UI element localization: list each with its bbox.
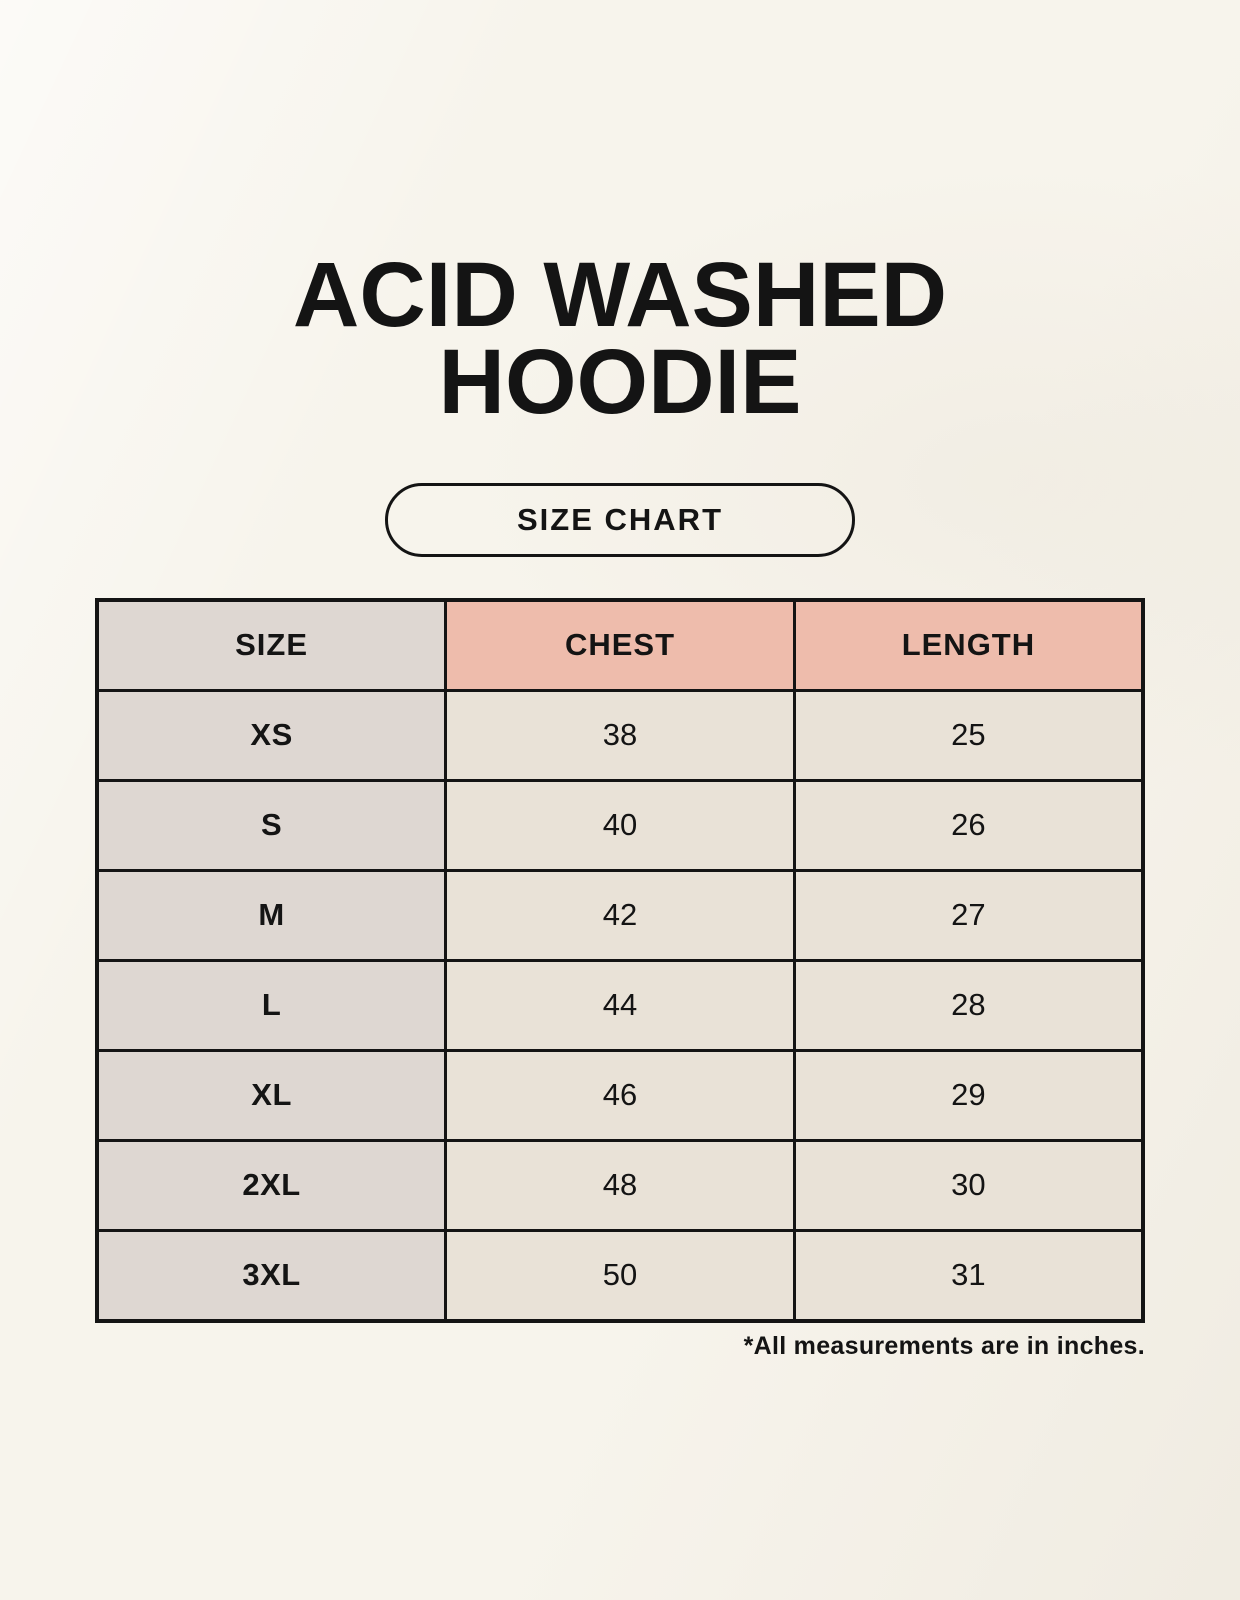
length-value-cell: 30 [792, 1138, 1145, 1232]
size-label-cell: 2XL [95, 1138, 448, 1232]
size-label-cell: S [95, 778, 448, 872]
size-label-cell: XL [95, 1048, 448, 1142]
header-row: SIZE CHEST LENGTH [95, 598, 1145, 692]
table-row: S 40 26 [95, 778, 1145, 872]
page-title-line2: HOODIE [438, 331, 802, 434]
table-row: XS 38 25 [95, 688, 1145, 782]
length-value-cell: 31 [792, 1228, 1145, 1323]
table-row: 3XL 50 31 [95, 1228, 1145, 1323]
table-row: 2XL 48 30 [95, 1138, 1145, 1232]
column-header-length: LENGTH [792, 598, 1145, 692]
chest-value-cell: 44 [444, 958, 796, 1052]
size-label-cell: M [95, 868, 448, 962]
table-row: XL 46 29 [95, 1048, 1145, 1142]
size-table-header: SIZE CHEST LENGTH [95, 598, 1145, 692]
chest-value-cell: 46 [444, 1048, 796, 1142]
length-value-cell: 25 [792, 688, 1145, 782]
chest-value-cell: 42 [444, 868, 796, 962]
length-value-cell: 27 [792, 868, 1145, 962]
size-chart-button[interactable]: SIZE CHART [385, 482, 855, 557]
size-table: SIZE CHEST LENGTH XS 38 25 S 40 26 M 42 … [95, 597, 1145, 1323]
length-value-cell: 28 [792, 958, 1145, 1052]
table-row: L 44 28 [95, 958, 1145, 1052]
length-value-cell: 29 [792, 1048, 1145, 1142]
page-title: ACID WASHED HOODIE [0, 0, 1240, 434]
size-label-cell: XS [95, 688, 448, 782]
size-label-cell: 3XL [95, 1228, 448, 1323]
chest-value-cell: 40 [444, 778, 796, 872]
chest-value-cell: 38 [444, 688, 796, 782]
length-value-cell: 26 [792, 778, 1145, 872]
size-table-body: XS 38 25 S 40 26 M 42 27 L 44 28 XL 46 2… [95, 688, 1145, 1323]
table-row: M 42 27 [95, 868, 1145, 962]
measurements-footnote: *All measurements are in inches. [743, 1331, 1145, 1360]
column-header-chest: CHEST [444, 598, 796, 692]
chest-value-cell: 50 [444, 1228, 796, 1323]
chest-value-cell: 48 [444, 1138, 796, 1232]
column-header-size: SIZE [95, 598, 448, 692]
size-label-cell: L [95, 958, 448, 1052]
page-title-line1: ACID WASHED [292, 244, 948, 346]
